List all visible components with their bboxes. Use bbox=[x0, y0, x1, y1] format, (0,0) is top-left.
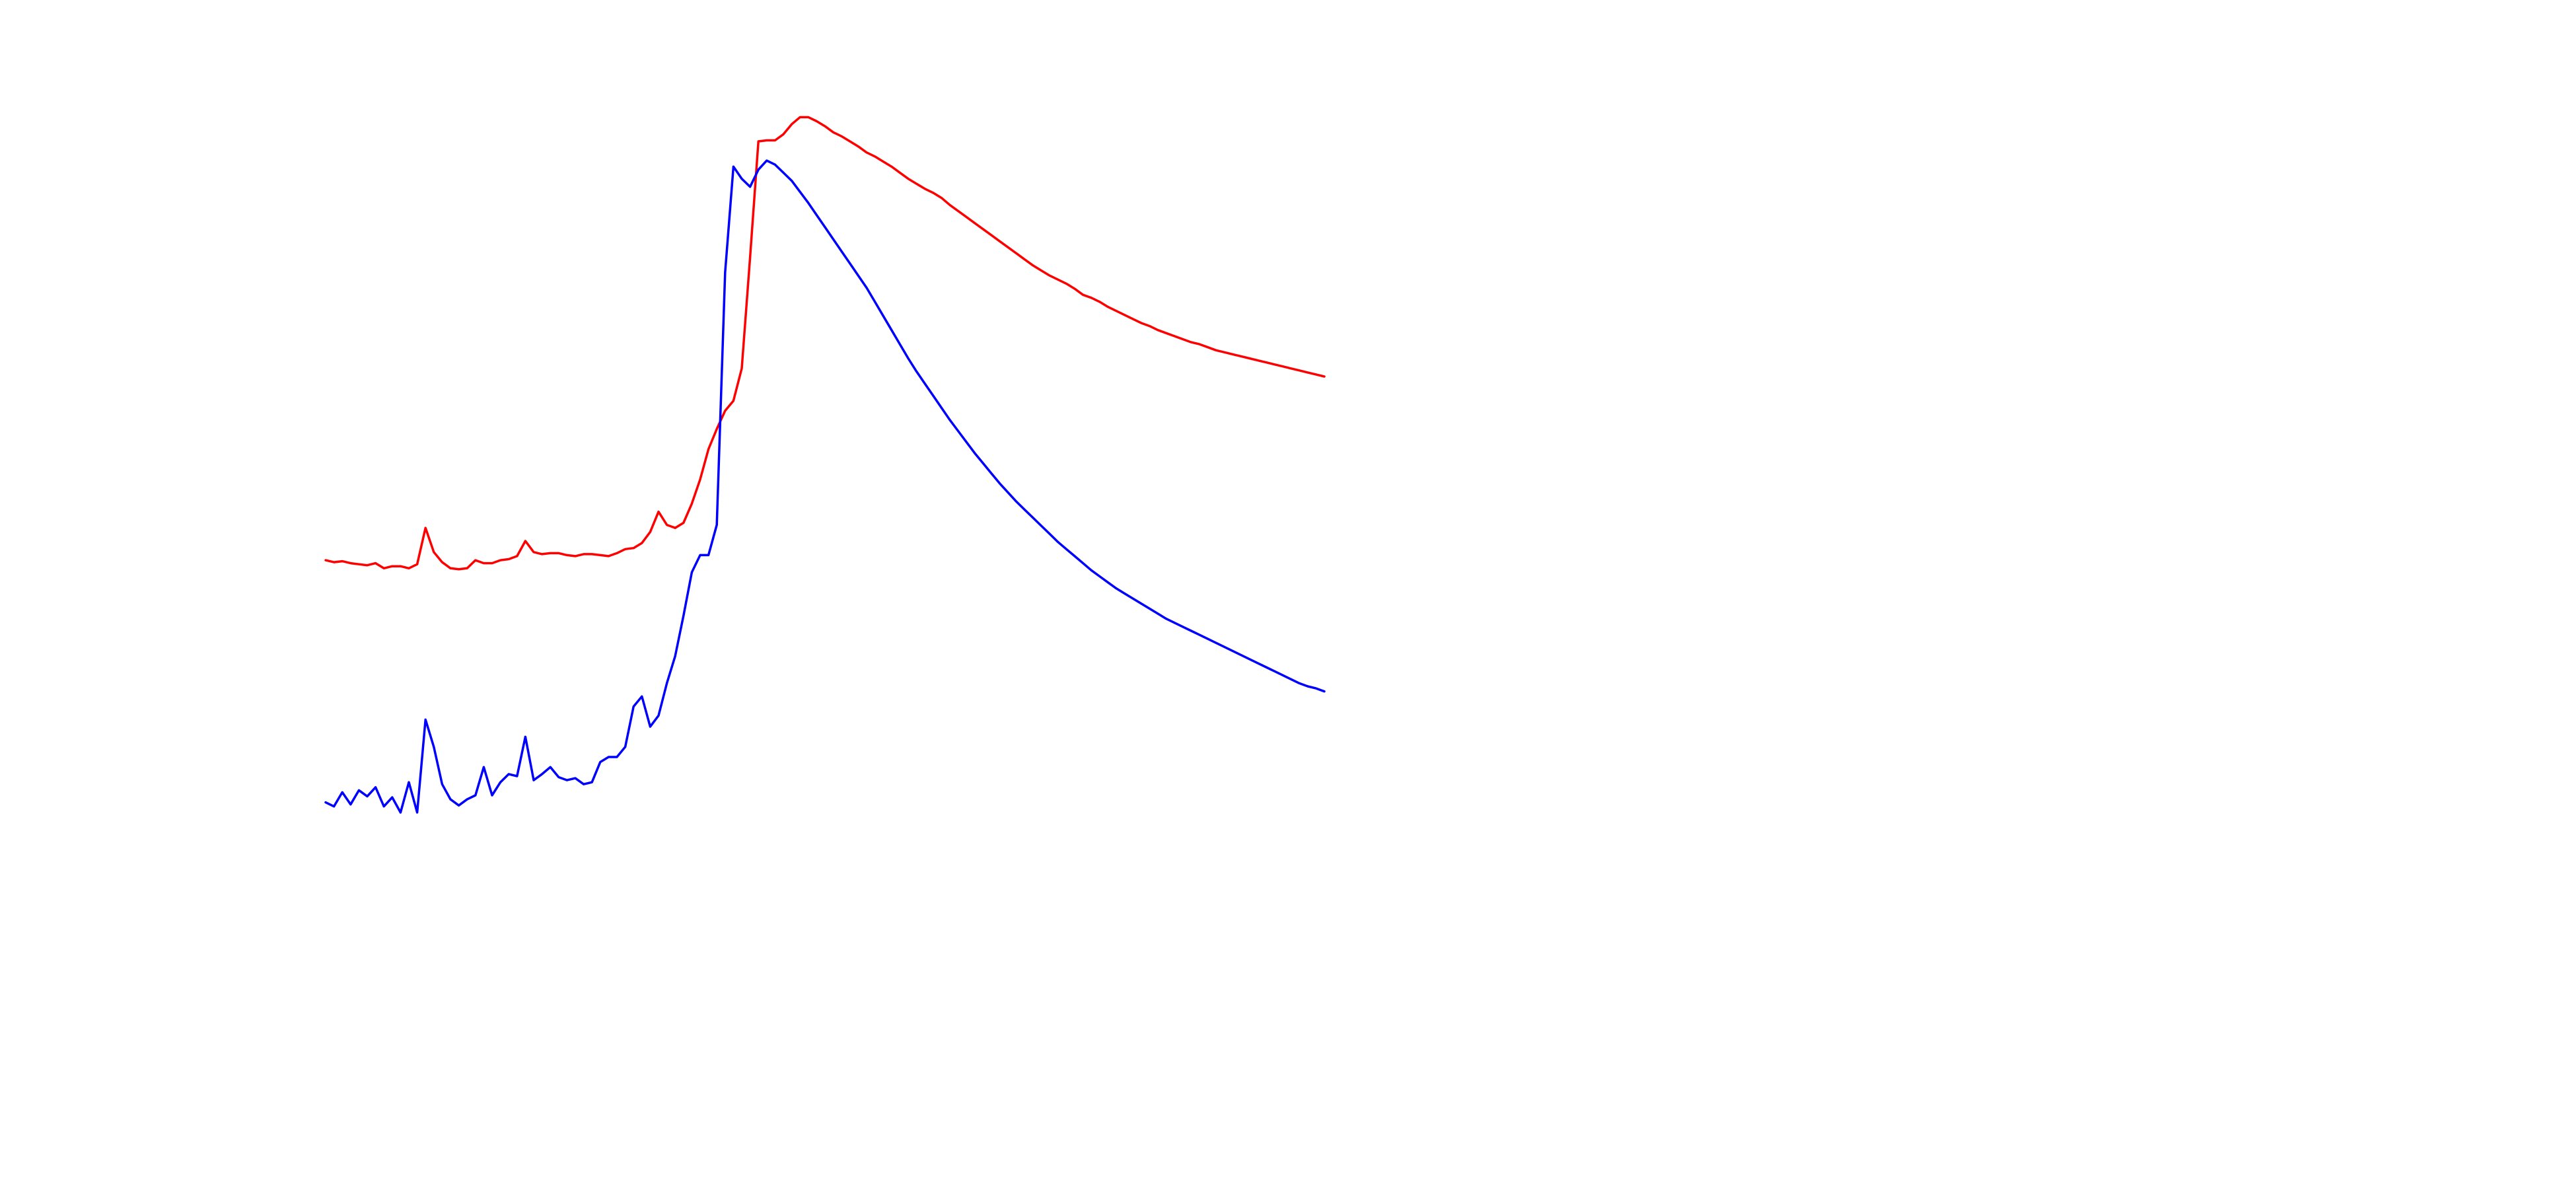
series-line-2 bbox=[324, 159, 1326, 814]
series-line-1 bbox=[324, 116, 1326, 571]
plot-area bbox=[324, 116, 1326, 814]
